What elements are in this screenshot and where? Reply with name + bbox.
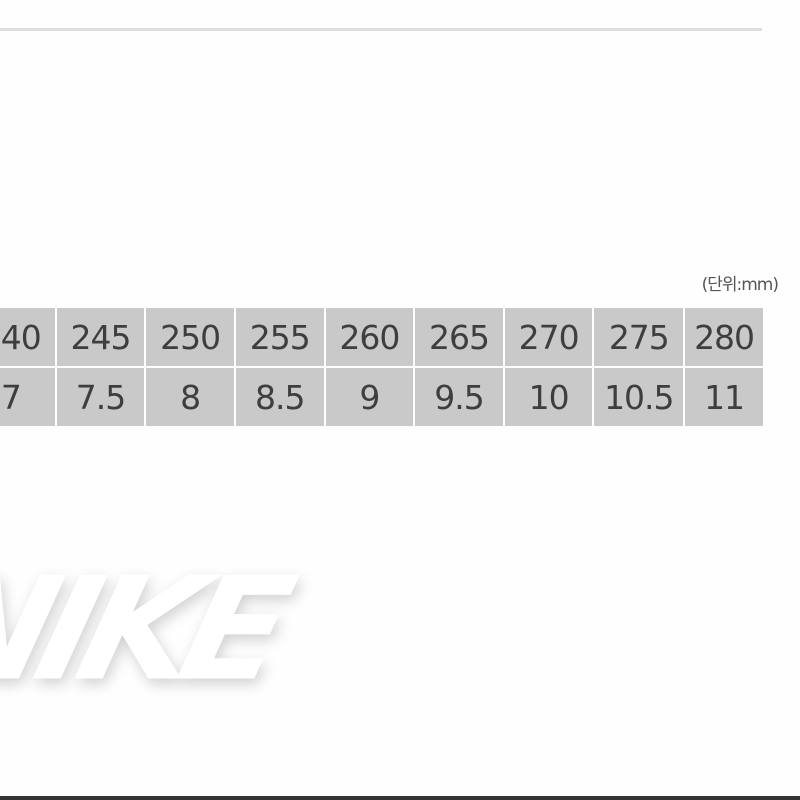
table-cell: 245 xyxy=(56,308,145,366)
nike-logo: NIKE xyxy=(0,547,295,713)
table-cell: 8.5 xyxy=(235,368,324,426)
table-cell: 9 xyxy=(325,368,414,426)
table-cell: 11 xyxy=(685,368,763,426)
unit-label: (단위:mm) xyxy=(701,275,779,295)
table-cell: 260 xyxy=(325,308,414,366)
table-cell: 240 xyxy=(0,308,55,366)
table-cell: 8 xyxy=(146,368,234,426)
table-cell: 10 xyxy=(504,368,593,426)
table-cell: 270 xyxy=(504,308,593,366)
table-cell: 9.5 xyxy=(415,368,503,426)
table-cell: 275 xyxy=(594,308,684,366)
bottom-divider xyxy=(0,796,800,800)
table-cell: 265 xyxy=(415,308,503,366)
table-cell: 250 xyxy=(146,308,234,366)
size-chart-table: 240 245 250 255 260 265 270 275 280 7 7.… xyxy=(0,306,765,428)
top-divider xyxy=(0,28,762,31)
table-cell: 7.5 xyxy=(56,368,145,426)
table-row-us: 7 7.5 8 8.5 9 9.5 10 10.5 11 xyxy=(0,368,763,426)
table-cell: 10.5 xyxy=(594,368,684,426)
table-cell: 255 xyxy=(235,308,324,366)
table-cell: 280 xyxy=(685,308,763,366)
table-row-mm: 240 245 250 255 260 265 270 275 280 xyxy=(0,308,763,366)
table-cell: 7 xyxy=(0,368,55,426)
